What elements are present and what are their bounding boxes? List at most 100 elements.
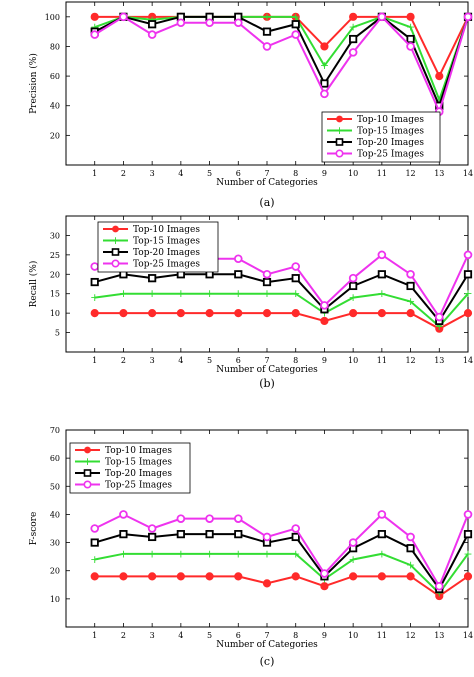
data-point: [406, 269, 415, 279]
x-tick-label: 7: [264, 631, 269, 640]
x-tick-label: 6: [236, 356, 241, 365]
y-tick-label: 50: [50, 482, 60, 491]
data-point: [463, 572, 473, 581]
data-point: [435, 71, 444, 81]
data-point: [90, 277, 99, 287]
x-tick-label: 1: [92, 169, 97, 178]
data-point: +: [176, 287, 185, 300]
data-point: [119, 309, 128, 318]
data-point: [320, 89, 329, 99]
data-point: +: [377, 287, 386, 300]
data-point: [233, 18, 243, 28]
x-tick-label: 14: [463, 169, 473, 178]
legend-entry-label: Top-10 Images: [357, 115, 424, 125]
series-line: [94, 15, 469, 115]
y-tick-label: 60: [50, 454, 60, 463]
data-point: [233, 254, 243, 264]
data-point: [90, 30, 100, 39]
legend-marker: [335, 149, 344, 158]
data-point: [90, 572, 99, 581]
data-point: [205, 514, 214, 523]
x-axis-label: Number of Categories: [216, 640, 318, 650]
data-point: +: [406, 21, 415, 34]
data-point: [320, 42, 329, 51]
data-point: [349, 309, 358, 318]
data-point: [463, 510, 473, 519]
data-point: [406, 532, 415, 542]
x-tick-label: 5: [207, 169, 212, 178]
data-point: [377, 510, 387, 519]
x-tick-label: 2: [121, 356, 126, 365]
data-point: [434, 581, 444, 591]
data-point: +: [148, 13, 157, 26]
y-tick-label: 5: [55, 329, 60, 338]
y-tick-label: 25: [50, 251, 60, 260]
data-point: [148, 532, 157, 542]
legend-marker: [112, 225, 119, 233]
series-line: [94, 292, 469, 328]
data-point: [119, 12, 128, 22]
legend-entry-label: Top-10 Images: [105, 446, 172, 456]
data-point: [234, 309, 243, 318]
data-point: +: [349, 291, 358, 304]
data-point: [320, 569, 329, 578]
data-point: [348, 538, 358, 547]
data-point: [291, 30, 301, 39]
x-tick-label: 11: [377, 356, 387, 365]
series-3: [90, 530, 473, 594]
data-point: [119, 530, 128, 539]
data-point: [234, 530, 243, 539]
x-tick-label: 10: [348, 356, 358, 365]
y-tick-label: 40: [50, 102, 60, 111]
data-point: [463, 12, 473, 22]
data-point: [349, 572, 358, 581]
y-axis-label: Precision (%): [28, 53, 39, 114]
legend-entry-label: Top-25 Images: [357, 150, 424, 160]
panel-caption: (b): [259, 377, 275, 390]
data-point: [291, 262, 301, 271]
legend-entry-label: Top-15 Images: [105, 458, 172, 468]
x-tick-label: 6: [236, 169, 241, 178]
data-point: [148, 274, 157, 283]
data-point: [320, 79, 329, 88]
x-tick-label: 3: [150, 631, 155, 640]
x-tick-label: 12: [405, 169, 415, 178]
y-tick-label: 20: [50, 270, 60, 279]
y-tick-label: 20: [50, 131, 60, 140]
y-tick-label: 15: [50, 290, 60, 299]
x-tick-label: 4: [178, 631, 183, 640]
data-point: [291, 274, 300, 283]
x-tick-label: 5: [207, 356, 212, 365]
data-point: [349, 34, 358, 44]
y-tick-label: 60: [50, 72, 60, 81]
series-1: [90, 309, 473, 333]
series-line: [94, 15, 469, 103]
data-point: [406, 544, 415, 553]
legend-marker: [335, 138, 344, 146]
data-point: [406, 34, 415, 44]
y-axis-label: F-score: [29, 512, 39, 546]
y-tick-label: 30: [50, 539, 60, 548]
data-point: +: [205, 287, 214, 300]
data-point: +: [148, 287, 157, 300]
x-tick-label: 12: [405, 356, 415, 365]
x-tick-label: 7: [264, 169, 269, 178]
legend-marker: [336, 115, 343, 123]
x-tick-label: 8: [293, 356, 298, 365]
x-tick-label: 5: [207, 631, 212, 640]
legend-entry-label: Top-20 Images: [133, 248, 200, 258]
data-point: +: [435, 93, 444, 106]
data-point: +: [349, 21, 358, 34]
data-point: [262, 269, 272, 279]
data-point: [262, 579, 272, 588]
data-point: [377, 530, 386, 539]
data-point: [377, 270, 386, 279]
data-point: [320, 316, 329, 326]
data-point: [377, 250, 387, 260]
x-tick-label: 9: [322, 631, 327, 640]
